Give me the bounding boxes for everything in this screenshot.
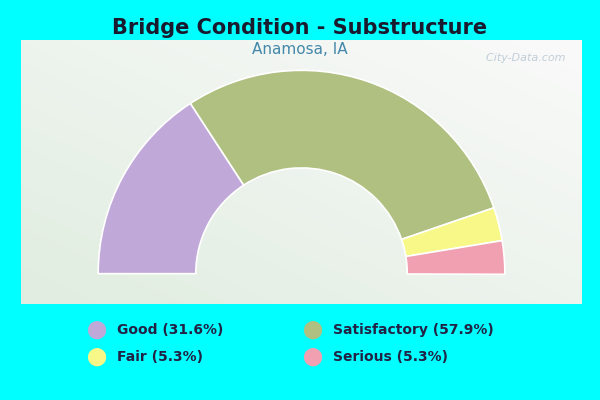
Text: Good (31.6%): Good (31.6%) — [117, 323, 223, 337]
Text: ⬤: ⬤ — [302, 321, 322, 339]
Text: Serious (5.3%): Serious (5.3%) — [333, 350, 448, 364]
Wedge shape — [190, 70, 494, 240]
Text: Satisfactory (57.9%): Satisfactory (57.9%) — [333, 323, 494, 337]
Text: Bridge Condition - Substructure: Bridge Condition - Substructure — [112, 18, 488, 38]
Wedge shape — [401, 208, 502, 256]
Text: ⬤: ⬤ — [302, 348, 322, 366]
Wedge shape — [98, 103, 244, 274]
Wedge shape — [406, 240, 505, 274]
Text: City-Data.com: City-Data.com — [479, 53, 565, 63]
Text: Fair (5.3%): Fair (5.3%) — [117, 350, 203, 364]
Text: ⬤: ⬤ — [86, 321, 106, 339]
Text: ⬤: ⬤ — [86, 348, 106, 366]
Text: Anamosa, IA: Anamosa, IA — [252, 42, 348, 57]
